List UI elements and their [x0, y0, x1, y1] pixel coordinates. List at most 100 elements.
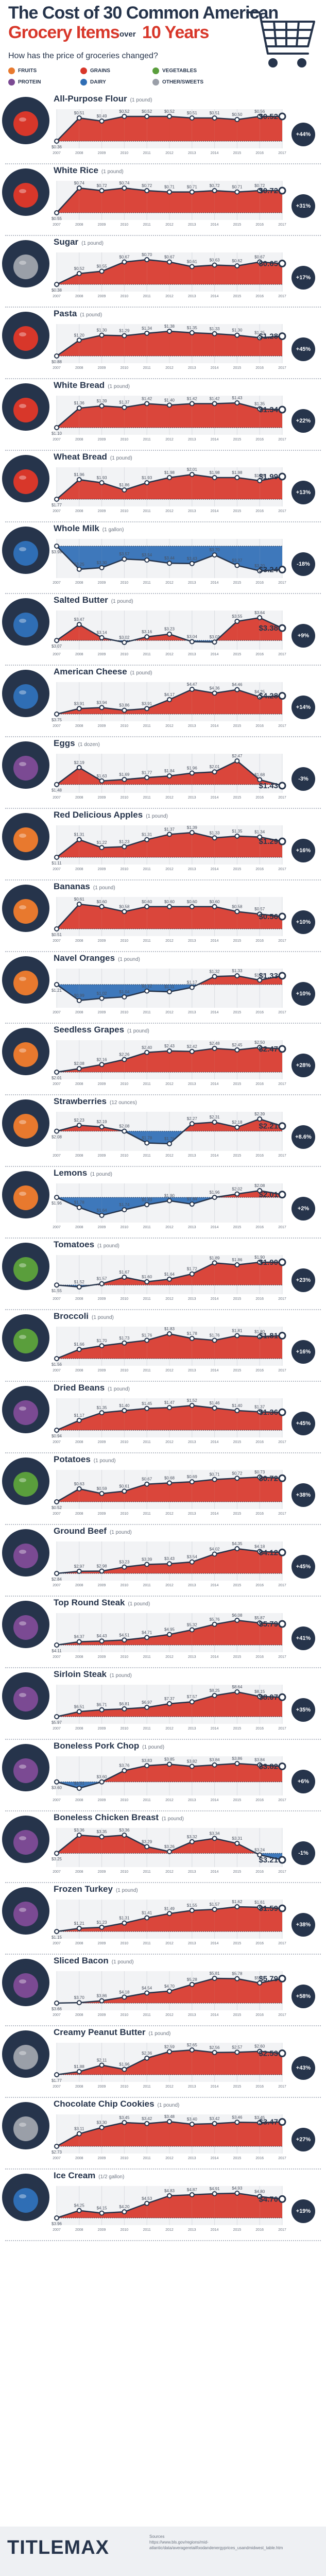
data-point — [76, 1639, 82, 1645]
increase-area — [214, 1478, 237, 1502]
x-tick-label: 2010 — [121, 1297, 129, 1301]
value-label: $4.87 — [187, 2188, 198, 2192]
x-tick-label: 2012 — [165, 2085, 174, 2089]
x-tick-label: 2015 — [233, 2013, 242, 2017]
x-tick-label: 2016 — [255, 1584, 264, 1587]
data-point — [212, 1120, 217, 1125]
panel-divider — [5, 1238, 321, 1239]
x-tick-label: 2014 — [211, 295, 219, 298]
value-label: $3.75 — [52, 718, 62, 722]
x-tick-label: 2017 — [278, 1512, 286, 1516]
data-point — [144, 1635, 150, 1640]
increase-area — [79, 335, 102, 356]
value-label: $1.34 — [259, 405, 278, 414]
value-label: $4.25 — [74, 2204, 85, 2208]
increase-area — [147, 1334, 169, 1359]
x-tick-label: 2017 — [278, 1655, 286, 1659]
chart-unit: (1 pound) — [93, 885, 115, 891]
chart-title-text: Top Round Steak — [54, 1598, 125, 1607]
x-tick-label: 2008 — [75, 1082, 83, 1086]
value-label: $1.70 — [97, 1338, 108, 1343]
x-tick-label: 2007 — [53, 1870, 61, 1874]
chart-title: American Cheese (1 pound) — [54, 667, 152, 677]
legend-item-dairy: DAIRY — [80, 77, 106, 87]
x-tick-label: 2014 — [211, 2228, 219, 2232]
x-tick-label: 2009 — [98, 1154, 106, 1158]
x-tick-label: 2010 — [121, 724, 129, 728]
value-label: $1.20 — [74, 333, 85, 337]
x-tick-label: 2015 — [233, 1799, 242, 1802]
data-point — [189, 330, 195, 335]
x-tick-label: 2016 — [255, 653, 264, 656]
change-badge: +17% — [291, 266, 315, 290]
value-label: $4.53 — [142, 2196, 152, 2201]
value-label: $1.34 — [142, 326, 152, 331]
data-point — [212, 188, 217, 194]
data-point — [278, 112, 286, 121]
increase-area — [237, 335, 260, 356]
x-tick-label: 2017 — [278, 724, 286, 728]
x-tick-label: 2015 — [233, 2157, 242, 2160]
chart-panel-sirloin-steak: Sirloin Steak (1 pound) $5.97 $6.51 $6.71 $6.… — [0, 1668, 326, 1740]
sliced-bacon-icon — [2, 1959, 49, 2006]
data-point — [278, 1974, 286, 1982]
decrease-area — [260, 546, 282, 571]
increase-area — [214, 1408, 237, 1430]
data-point — [167, 475, 172, 480]
data-point — [278, 1045, 286, 1053]
data-point — [54, 638, 59, 643]
x-tick-label: 2012 — [165, 1154, 174, 1158]
ice-cream-icon — [2, 2174, 49, 2221]
title-line-2: Grocery Items — [8, 23, 120, 42]
value-label: $1.31 — [74, 833, 85, 837]
value-label: $1.55 — [187, 1903, 198, 1908]
x-tick-label: 2016 — [255, 581, 264, 585]
x-tick-label: 2008 — [75, 796, 83, 800]
value-label: $0.52 — [74, 266, 85, 271]
value-label: $0.36 — [52, 145, 62, 149]
value-label: $4.47 — [187, 682, 198, 687]
x-tick-label: 2014 — [211, 1942, 219, 1945]
data-point — [234, 1761, 240, 1766]
chart-title: Dried Beans (1 pound) — [54, 1383, 130, 1393]
value-label: $3.84 — [210, 1758, 220, 1762]
value-label: $5.79 — [259, 1620, 278, 1629]
x-tick-label: 2016 — [255, 939, 264, 943]
data-point — [278, 1332, 286, 1340]
chart-panel-lemons: Lemons (1 pound) $1.96 $1.78 $1.64 $1.74 $1.83… — [0, 1167, 326, 1239]
data-point — [122, 185, 127, 191]
x-tick-label: 2007 — [53, 366, 61, 370]
data-point — [144, 1405, 150, 1411]
value-label: $3.20 — [254, 564, 265, 568]
data-point — [122, 1408, 127, 1413]
value-label: $0.73 — [254, 1470, 265, 1475]
value-label: $3.02 — [119, 635, 130, 640]
x-tick-label: 2014 — [211, 2085, 219, 2089]
increase-area — [260, 2122, 282, 2146]
x-tick-label: 2009 — [98, 295, 106, 298]
x-tick-label: 2017 — [278, 1799, 286, 1802]
value-label: $4.95 — [164, 1628, 175, 1632]
increase-area — [260, 976, 282, 985]
value-label: $3.16 — [142, 630, 152, 634]
value-label: $3.54 — [142, 553, 152, 557]
value-label: $1.40 — [119, 1403, 130, 1408]
data-point — [189, 2192, 195, 2197]
x-tick-label: 2013 — [188, 1297, 196, 1301]
increase-area — [169, 1482, 192, 1502]
value-label: $0.61 — [119, 1484, 130, 1488]
increase-area — [260, 1047, 282, 1072]
increase-area — [260, 1191, 282, 1198]
value-label: $3.39 — [142, 1557, 152, 1562]
x-tick-label: 2008 — [75, 1011, 83, 1014]
x-tick-label: 2007 — [53, 1512, 61, 1516]
data-point — [76, 2069, 82, 2074]
x-tick-label: 2008 — [75, 1369, 83, 1372]
increase-area — [192, 689, 215, 714]
value-label: $3.86 — [97, 1994, 108, 1998]
x-tick-label: 2017 — [278, 1297, 286, 1301]
value-label: $3.98 — [52, 550, 62, 554]
chart-plot: $5.97 $6.51 $6.71 $6.81 $6.97 $7.37 $7.57 $8.25… — [52, 1685, 286, 1731]
x-tick-label: 2009 — [98, 151, 106, 155]
value-label: $4.70 — [164, 1984, 175, 1989]
